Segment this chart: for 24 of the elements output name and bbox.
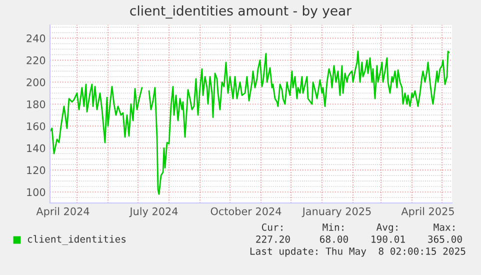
y-tick-label: 200: [26, 78, 46, 86]
text: 227.20: [256, 235, 290, 243]
x-tick-label: April 2025: [401, 207, 454, 218]
text: Cur:: [262, 223, 282, 231]
y-tick-label: 100: [27, 188, 46, 196]
y-tick-label: 240: [26, 34, 46, 42]
chart-title: client_identities amount - by year: [130, 5, 352, 19]
text: Avg:: [376, 224, 398, 233]
y-tick-label: 140: [27, 144, 46, 152]
y-tick-label: 220: [26, 56, 46, 64]
x-tick-label: July 2024: [129, 207, 178, 218]
x-tick-label: April 2024: [36, 207, 90, 218]
y-tick-label: 120: [27, 166, 46, 174]
text: 365.00: [428, 235, 462, 243]
text: Max:: [434, 224, 454, 231]
y-tick-label: 160: [27, 122, 46, 130]
text: Last update: Thu May 8 02:00:15 2025: [250, 247, 466, 257]
text: 68.00: [320, 235, 348, 243]
legend-label: client_identities: [28, 235, 126, 245]
x-tick-label: January 2025: [302, 207, 371, 218]
y-tick-label: 180: [27, 100, 46, 108]
text: Min:: [322, 223, 344, 231]
text: 190.01: [372, 235, 405, 243]
x-tick-label: October 2024: [210, 207, 282, 216]
